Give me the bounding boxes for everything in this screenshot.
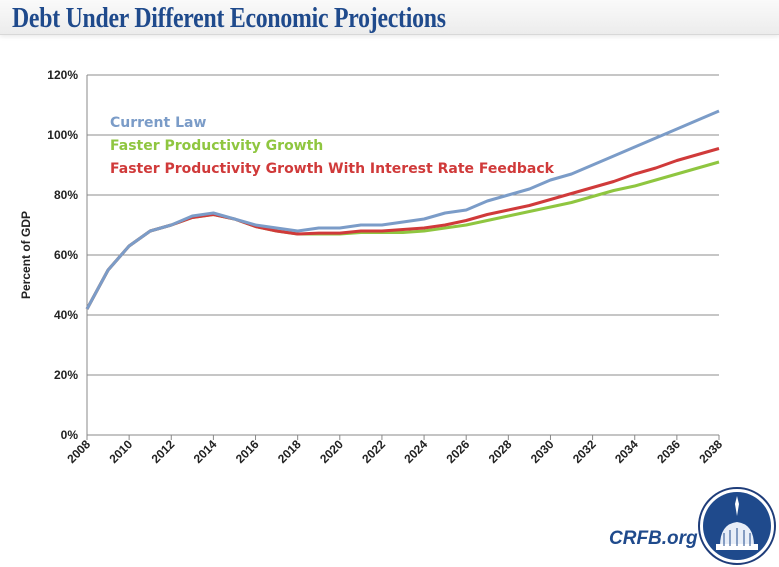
- crfb-site-label: CRFB.org: [609, 528, 698, 549]
- x-tick-label: 2038: [696, 437, 725, 466]
- series-line-1: [85, 160, 720, 310]
- page-title: Debt Under Different Economic Projection…: [12, 2, 446, 34]
- x-tick-label: 2026: [444, 437, 473, 466]
- x-tick-label: 2012: [149, 437, 178, 466]
- x-tick-label: 2022: [359, 437, 388, 466]
- x-tick-label: 2030: [528, 437, 557, 466]
- y-tick-label: 100%: [47, 128, 78, 142]
- x-tick-label: 2036: [654, 437, 683, 466]
- x-tick-label: 2032: [570, 437, 599, 466]
- x-tick-label: 2018: [275, 437, 304, 466]
- x-tick-label: 2020: [317, 437, 346, 466]
- x-tick-label: 2024: [401, 437, 430, 466]
- x-tick-label: 2016: [233, 437, 262, 466]
- y-tick-label: 40%: [54, 308, 78, 322]
- y-tick-label: 0%: [61, 428, 79, 442]
- x-tick-label: 2034: [612, 437, 641, 466]
- legend-entry: Current Law: [110, 115, 206, 131]
- y-tick-label: 60%: [54, 248, 78, 262]
- header-bar: Debt Under Different Economic Projection…: [0, 0, 779, 35]
- y-axis-label: Percent of GDP: [19, 211, 33, 299]
- series-line-0: [85, 109, 720, 310]
- x-tick-label: 2010: [106, 437, 135, 466]
- y-tick-label: 120%: [47, 68, 78, 82]
- x-tick-label: 2014: [191, 437, 220, 466]
- y-tick-label: 20%: [54, 368, 78, 382]
- y-tick-label: 80%: [54, 188, 78, 202]
- legend-entry: Faster Productivity Growth: [110, 138, 323, 154]
- x-tick-label: 2028: [486, 437, 515, 466]
- legend-entry: Faster Productivity Growth With Interest…: [110, 161, 555, 177]
